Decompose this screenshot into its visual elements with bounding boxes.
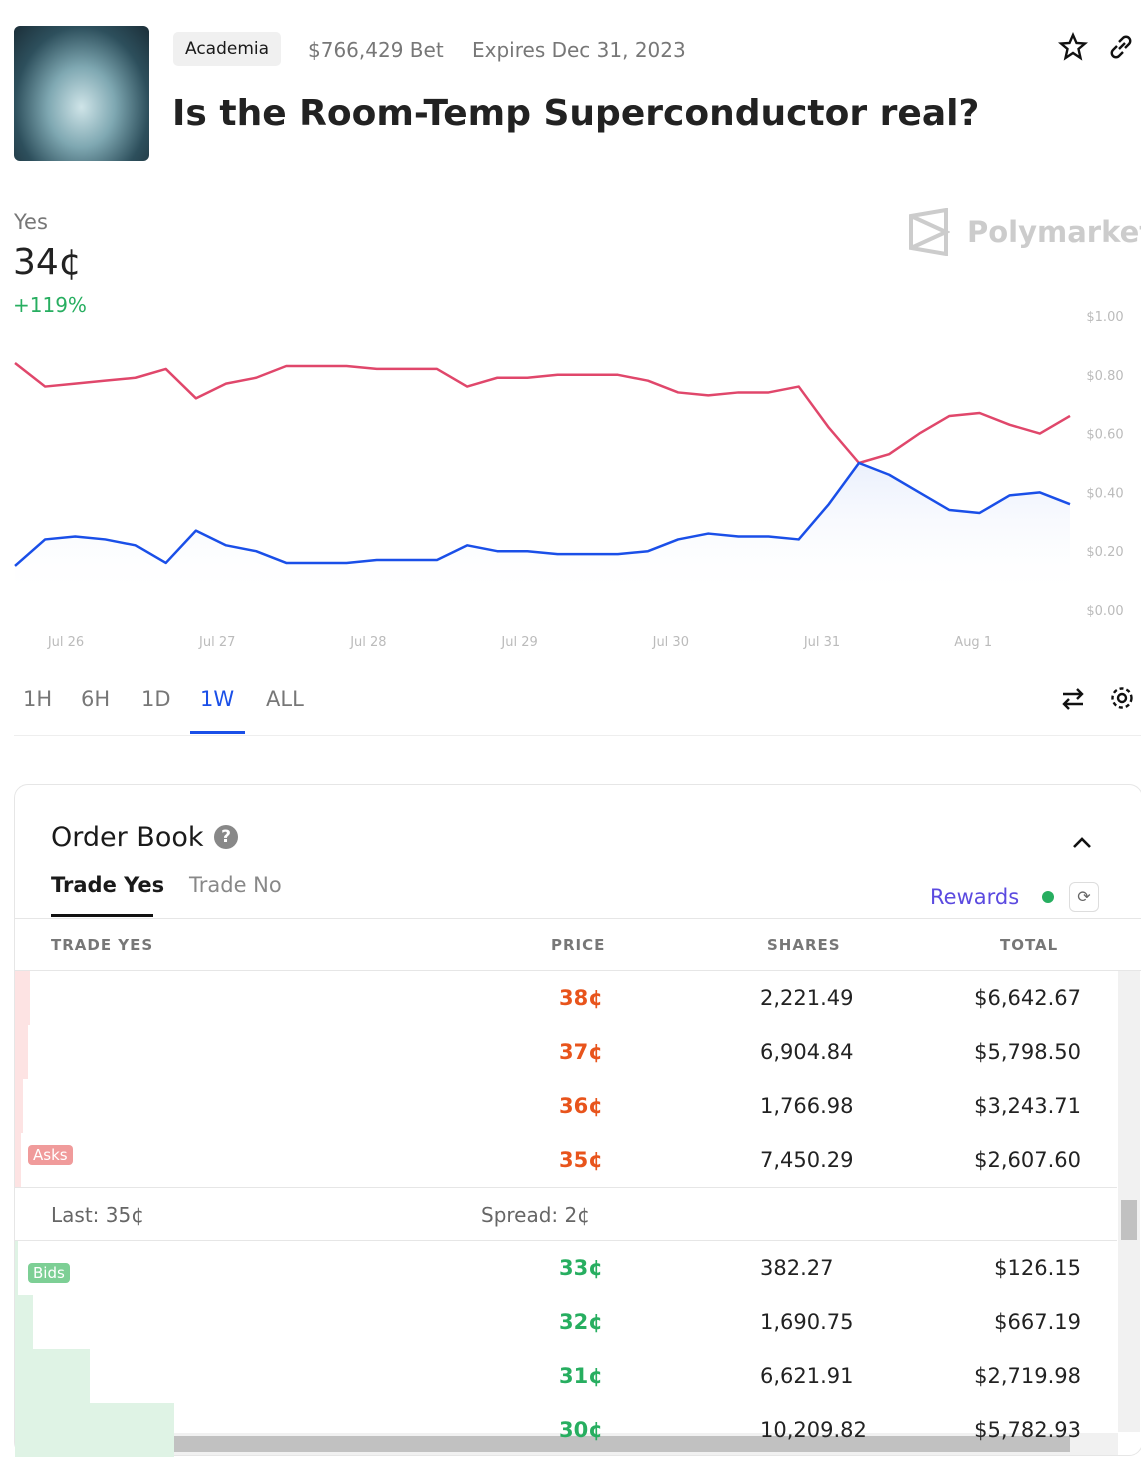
total-cell: $6,642.67: [974, 986, 1081, 1010]
link-icon[interactable]: [1106, 32, 1136, 62]
depth-bar: [15, 971, 30, 1025]
depth-bar: [15, 1079, 23, 1133]
title: Is the Room-Temp Superconductor real?: [172, 93, 980, 134]
timeframe[interactable]: ALL: [266, 687, 304, 711]
price-cell: 36¢: [559, 1094, 603, 1118]
price-cell: 37¢: [559, 1040, 603, 1064]
brand-logo: [909, 208, 950, 256]
rewards[interactable]: Rewards: [930, 885, 1020, 909]
x-tick-label: Jul 29: [500, 635, 537, 650]
x-tick-label: Jul 30: [652, 635, 689, 650]
total-cell: $2,719.98: [974, 1364, 1081, 1388]
help-icon[interactable]: ?: [214, 825, 238, 849]
total-cell: $2,607.60: [974, 1148, 1081, 1172]
depth-bar: [15, 1025, 28, 1079]
order-book-title: Order Book: [51, 822, 204, 853]
last-price: Last: 35¢: [51, 1203, 144, 1227]
timeframe[interactable]: 1D: [141, 687, 171, 711]
settings-icon[interactable]: [1108, 684, 1136, 712]
bids-badge: Bids: [28, 1263, 70, 1283]
shares-cell: 7,450.29: [760, 1148, 854, 1172]
price-cell: 31¢: [559, 1364, 603, 1388]
spread: Spread: 2¢: [481, 1203, 590, 1227]
depth-bar: [15, 1133, 21, 1187]
tab[interactable]: Trade No: [189, 873, 282, 897]
shares-cell: 10,209.82: [760, 1418, 867, 1442]
shares-cell: 1,690.75: [760, 1310, 854, 1334]
col-header: TRADE YES: [51, 936, 154, 954]
area: [15, 463, 1070, 590]
volume: $766,429 Bet: [308, 38, 444, 62]
divider: [15, 1240, 1117, 1241]
total-cell: $5,782.93: [974, 1418, 1081, 1442]
divider: [14, 735, 1141, 736]
timeframe[interactable]: 6H: [81, 687, 111, 711]
total-cell: $5,798.50: [974, 1040, 1081, 1064]
price: 34¢: [13, 242, 82, 283]
y-tick-label: $1.00: [1086, 310, 1123, 325]
shares-cell: 382.27: [760, 1256, 834, 1280]
change: +119%: [13, 293, 87, 317]
tf-underline: [190, 731, 245, 734]
price-cell: 38¢: [559, 986, 603, 1010]
x-tick-label: Jul 28: [349, 635, 386, 650]
order-book-panel: [14, 784, 1141, 1456]
thumbnail: [14, 26, 149, 161]
depth-bar: [15, 1241, 18, 1295]
col-header: PRICE: [551, 936, 606, 954]
x-tick-label: Aug 1: [954, 635, 992, 650]
col-header: TOTAL: [1000, 936, 1059, 954]
price-cell: 30¢: [559, 1418, 603, 1442]
shares-cell: 6,904.84: [760, 1040, 854, 1064]
status-dot: [1042, 891, 1054, 903]
timeframe-active[interactable]: 1W: [200, 687, 235, 711]
tab-active[interactable]: Trade Yes: [51, 873, 165, 897]
star-icon[interactable]: [1058, 32, 1088, 62]
y-tick-label: $0.60: [1086, 428, 1123, 443]
outcome: Yes: [14, 210, 48, 234]
total-cell: $126.15: [994, 1256, 1081, 1280]
y-tick-label: $0.20: [1086, 545, 1123, 560]
shares-cell: 6,621.91: [760, 1364, 854, 1388]
divider: [15, 1187, 1117, 1188]
chart: $0.00 $0.20 $0.40 $0.60 $0.80 $1.00 Jul 26 Jul …: [14, 310, 1124, 650]
depth-bar: [15, 1349, 90, 1403]
collapse-icon[interactable]: [1070, 832, 1094, 852]
shares-cell: 2,221.49: [760, 986, 854, 1010]
total-cell: $3,243.71: [974, 1094, 1081, 1118]
depth-bar: [15, 1295, 33, 1349]
brand: Polymarket: [967, 215, 1141, 249]
timeframe[interactable]: 1H: [23, 687, 53, 711]
divider: [15, 918, 1141, 919]
x-tick-label: Jul 27: [198, 635, 235, 650]
y-tick-label: $0.40: [1086, 486, 1123, 501]
total-cell: $667.19: [994, 1310, 1081, 1334]
col-header: SHARES: [767, 936, 841, 954]
v-scroll-thumb[interactable]: [1121, 1200, 1137, 1240]
line: [14, 362, 1071, 465]
line: [14, 461, 1071, 567]
price-cell: 35¢: [559, 1148, 603, 1172]
asks-badge: Asks: [28, 1145, 73, 1165]
expires: Expires Dec 31, 2023: [472, 38, 686, 62]
swap-icon[interactable]: [1060, 686, 1086, 712]
tab-underline: [51, 914, 153, 917]
depth-bar: [15, 1403, 174, 1457]
price-cell: 32¢: [559, 1310, 603, 1334]
y-tick-label: $0.00: [1086, 604, 1123, 619]
divider: [15, 970, 1141, 971]
shares-cell: 1,766.98: [760, 1094, 854, 1118]
y-tick-label: $0.80: [1086, 369, 1123, 384]
refresh-button[interactable]: ⟳: [1069, 882, 1099, 912]
x-tick-label: Jul 26: [47, 635, 84, 650]
price-cell: 33¢: [559, 1256, 603, 1280]
tag[interactable]: Academia: [173, 32, 282, 66]
x-tick-label: Jul 31: [803, 635, 840, 650]
h-scroll-thumb[interactable]: [38, 1436, 1070, 1452]
